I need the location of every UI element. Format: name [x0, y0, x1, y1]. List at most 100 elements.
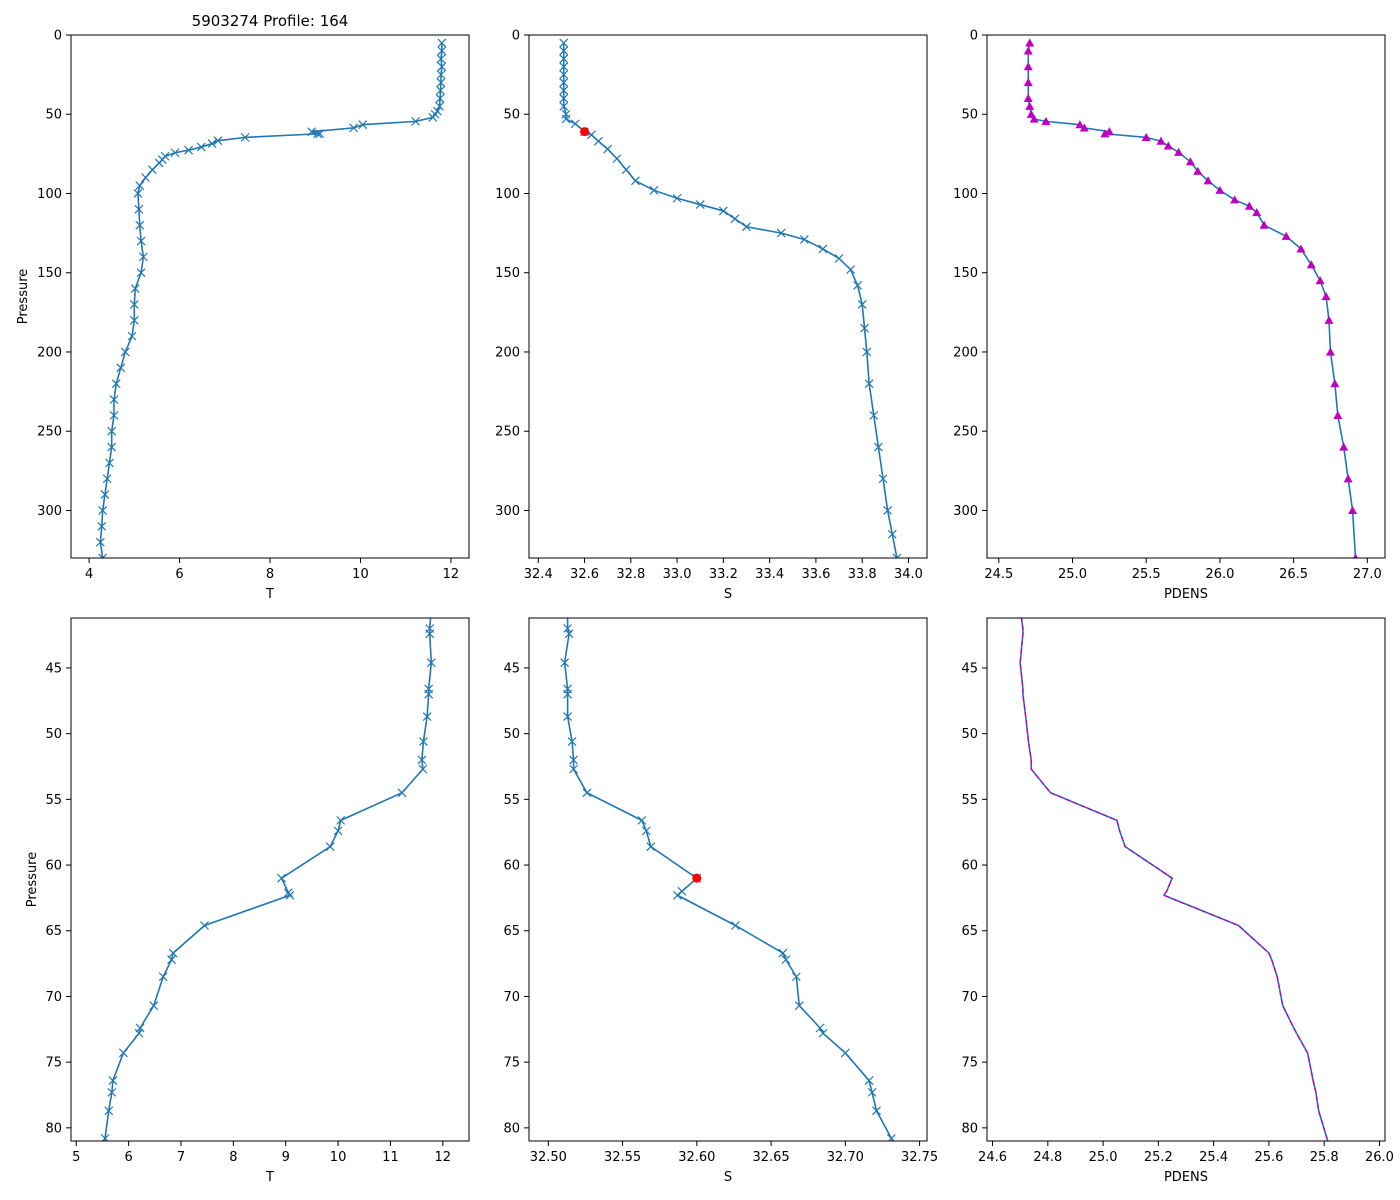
data-point	[1185, 157, 1195, 166]
data-point	[1325, 347, 1335, 356]
data-point	[333, 826, 343, 836]
y-tick-label: 45	[503, 661, 520, 676]
data-point	[1353, 553, 1359, 558]
data-point	[358, 120, 368, 130]
data-point	[283, 888, 293, 898]
x-tick-label: 6	[124, 1150, 132, 1165]
data-point	[1023, 93, 1033, 102]
data-point	[563, 712, 573, 721]
chart-bottom-salinity: 32.50 32.55 32.60 32.65 32.70 32.75 45 50 55 60 65…	[503, 617, 938, 1185]
data-point	[1156, 136, 1166, 145]
data-point	[1023, 78, 1033, 87]
y-tick-label: 80	[503, 1121, 520, 1136]
data-point	[1333, 410, 1343, 419]
data-point	[1259, 220, 1269, 229]
chart-bottom-temperature: 5 6 7 8 9 10 11 12 45 50 55 60 65 70 75 80 T Pressure	[25, 617, 470, 1185]
x-tick-label: 12	[435, 1150, 452, 1165]
x-tick-label: 32.60	[678, 1150, 715, 1165]
series-line-T	[99, 42, 443, 558]
data-point	[637, 815, 647, 825]
y-tick-label: 70	[45, 990, 62, 1005]
x-tick-label: 32.8	[616, 567, 645, 582]
data-point	[846, 265, 856, 274]
data-point	[593, 136, 603, 146]
data-point	[646, 842, 656, 852]
data-point	[695, 200, 705, 210]
data-point	[818, 1028, 828, 1038]
x-tick-label: 24.6	[978, 1150, 1007, 1165]
data-point	[104, 1106, 114, 1116]
x-tick-label: 26.0	[1205, 567, 1234, 582]
data-point	[718, 206, 728, 216]
data-point	[569, 764, 578, 774]
data-point	[435, 93, 445, 103]
y-tick-label: 50	[961, 108, 978, 123]
data-point	[167, 955, 176, 965]
data-point	[864, 1076, 874, 1085]
y-tick-label: 100	[495, 187, 520, 202]
data-point	[100, 1133, 110, 1141]
data-point	[869, 410, 879, 420]
data-point	[127, 331, 137, 341]
x-tick-label: 32.75	[901, 1150, 938, 1165]
data-point	[1163, 141, 1173, 150]
y-tick-label: 55	[503, 793, 520, 808]
data-point	[1203, 176, 1213, 185]
data-point	[1023, 62, 1033, 71]
series-line-T	[103, 618, 433, 1141]
x-tick-label: 10	[352, 567, 369, 582]
data-point	[559, 86, 569, 95]
data-point	[1339, 442, 1349, 451]
y-tick-label: 50	[961, 727, 978, 742]
data-point	[436, 86, 445, 95]
x-tick-label: 6	[175, 567, 183, 582]
plot-area	[559, 38, 902, 558]
data-point	[97, 521, 107, 531]
data-point	[860, 323, 869, 333]
data-point	[436, 78, 446, 87]
x-tick-label: 33.0	[663, 567, 692, 582]
data-point	[862, 347, 872, 357]
y-tick-label: 300	[953, 504, 978, 519]
data-point	[135, 181, 145, 190]
data-point	[411, 116, 421, 126]
data-point	[815, 1023, 825, 1033]
data-point	[168, 948, 178, 958]
series-line-PDENS	[1027, 42, 1357, 558]
data-point	[107, 426, 117, 436]
x-tick-label: 32.65	[752, 1150, 789, 1165]
x-tick-label: 25.6	[1254, 1150, 1283, 1165]
data-point	[437, 46, 447, 56]
data-point	[98, 506, 108, 515]
data-point	[98, 1144, 106, 1152]
x-axis-label: PDENS	[1164, 587, 1208, 602]
data-point	[422, 712, 432, 721]
plot-area	[1023, 38, 1359, 558]
x-tick-label: 24.8	[1033, 1150, 1062, 1165]
y-tick-label: 80	[961, 1121, 978, 1136]
data-point	[567, 737, 577, 746]
x-tick-label: 26.0	[1365, 1150, 1394, 1165]
data-point	[135, 1023, 145, 1033]
data-point	[570, 119, 580, 129]
x-tick-label: 25.2	[1144, 1150, 1173, 1165]
data-point	[428, 112, 438, 122]
data-point	[1025, 101, 1035, 110]
x-axis-label: T	[265, 587, 274, 602]
x-tick-label: 32.6	[570, 567, 599, 582]
x-axis-label: S	[724, 587, 732, 602]
data-point	[778, 948, 788, 958]
x-tick-label: 33.2	[709, 567, 738, 582]
y-tick-label: 300	[37, 504, 62, 519]
y-tick-label: 55	[961, 793, 978, 808]
data-point	[313, 129, 322, 139]
data-point	[158, 972, 168, 982]
x-tick-label: 25.8	[1310, 1150, 1339, 1165]
data-point	[102, 474, 112, 484]
y-tick-label: 70	[961, 990, 978, 1005]
plot-area	[95, 38, 447, 558]
data-point	[435, 101, 445, 111]
data-point	[424, 689, 434, 699]
x-tick-label: 33.6	[801, 567, 830, 582]
